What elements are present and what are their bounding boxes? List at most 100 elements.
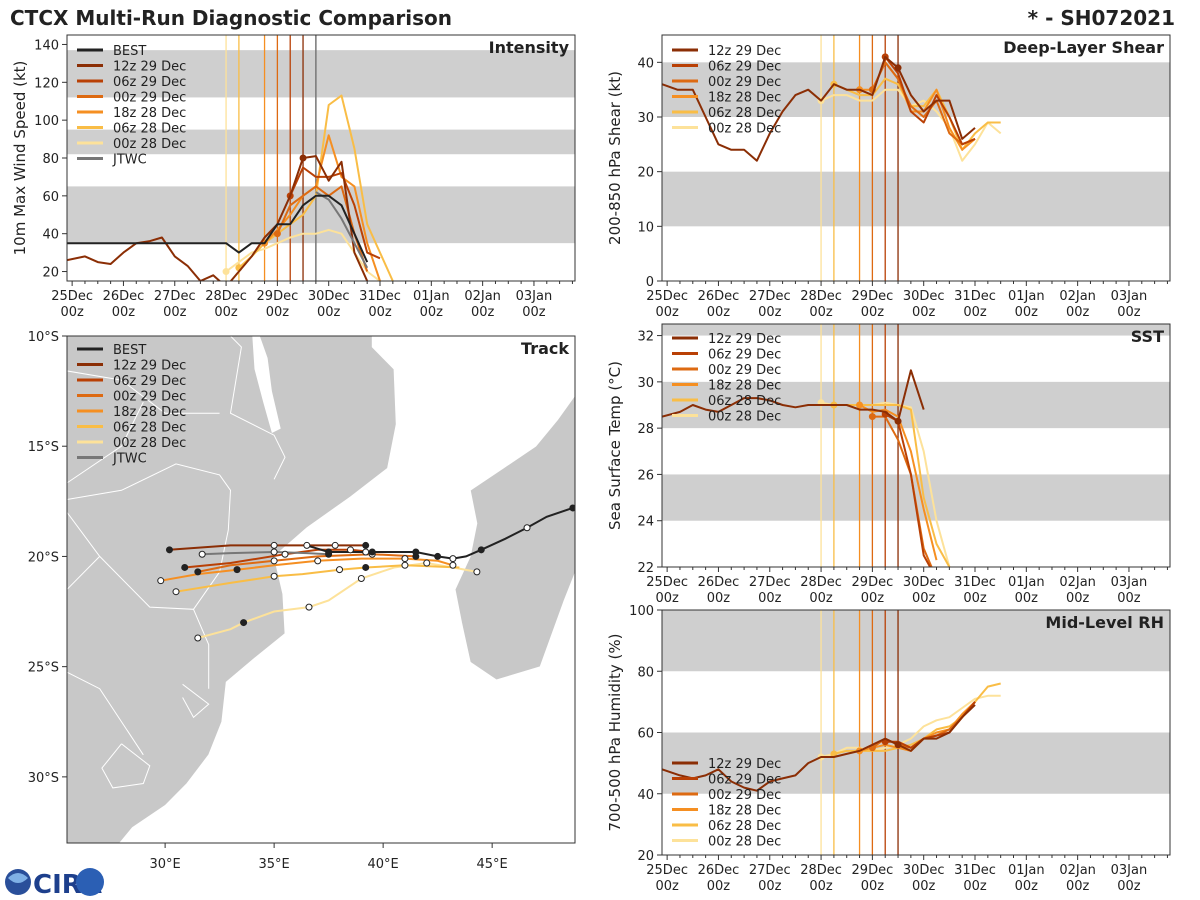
x-tick-label: 03Jan — [516, 289, 553, 304]
track-line — [197, 561, 478, 639]
x-tick-label: 31Dec — [954, 289, 996, 304]
track-point — [240, 619, 248, 627]
track-point — [270, 557, 278, 565]
track-point — [270, 541, 278, 549]
x-tick-label: 00z — [112, 305, 136, 320]
x-tick-label: 45°E — [477, 857, 508, 872]
x-tick-label: 00z — [368, 305, 392, 320]
country-border — [101, 743, 151, 789]
track-point — [401, 555, 409, 563]
landmass-africa — [67, 336, 397, 843]
legend-label: 12z 29 Dec — [113, 60, 186, 75]
x-tick-label: 27Dec — [154, 289, 196, 304]
shade-band — [662, 474, 1170, 521]
series-line — [662, 369, 925, 423]
x-tick-label: 00z — [809, 305, 833, 320]
track-point — [325, 548, 333, 556]
x-tick-label: 03Jan — [1111, 863, 1148, 878]
track-point — [270, 548, 278, 556]
legend-label: 12z 29 Dec — [708, 332, 781, 347]
legend-label: BEST — [113, 343, 146, 358]
x-tick-label: 02Jan — [1059, 289, 1096, 304]
x-tick-label: 00z — [963, 591, 987, 606]
plot-area — [67, 35, 575, 281]
series-line — [289, 166, 381, 260]
x-tick-label: 28Dec — [800, 863, 842, 878]
init-marker — [273, 230, 281, 238]
x-tick-label: 00z — [861, 591, 885, 606]
track-point — [477, 546, 485, 554]
chart-title: SST — [1131, 327, 1164, 346]
x-tick-label: 00z — [60, 305, 84, 320]
x-tick-label: 30Dec — [903, 289, 945, 304]
series-line — [276, 185, 369, 272]
figure-title: CTCX Multi-Run Diagnostic Comparison — [10, 6, 452, 30]
map-area — [67, 336, 575, 843]
x-tick-label: 00z — [707, 305, 731, 320]
country-border — [67, 463, 232, 610]
legend-label: 06z 28 Dec — [708, 106, 781, 121]
legend-label: 18z 28 Dec — [708, 804, 781, 819]
y-axis-label: 200-850 hPa Shear (kt) — [606, 71, 624, 245]
x-tick-label: 01Jan — [1008, 575, 1045, 590]
logo-badge-icon — [76, 868, 104, 896]
legend-label: 06z 29 Dec — [708, 348, 781, 363]
y-tick-label: 60 — [42, 190, 59, 205]
country-border — [229, 336, 286, 480]
x-tick-label: 00z — [266, 305, 290, 320]
storm-id: * - SH072021 — [1028, 6, 1175, 30]
track-line — [169, 544, 366, 551]
init-marker — [856, 401, 864, 409]
legend-label: 06z 28 Dec — [708, 819, 781, 834]
legend-label: 06z 29 Dec — [708, 773, 781, 788]
plot-area — [662, 610, 1170, 855]
track-point — [157, 577, 165, 585]
track-line — [175, 564, 460, 593]
legend-label: 00z 29 Dec — [708, 363, 781, 378]
track-point — [346, 546, 354, 554]
plot-frame — [661, 323, 1171, 568]
chart-sst: 22242628303225Dec00z26Dec00z27Dec00z28De… — [606, 323, 1171, 606]
x-tick-label: 28Dec — [800, 289, 842, 304]
init-marker — [222, 268, 230, 276]
x-tick-label: 00z — [707, 879, 731, 894]
x-tick-label: 27Dec — [749, 289, 791, 304]
x-tick-label: 00z — [1015, 591, 1039, 606]
y-tick-label: 140 — [34, 38, 59, 53]
y-axis-label: 700-500 hPa Humidity (%) — [606, 633, 624, 831]
track-point — [401, 561, 409, 569]
legend-label: 18z 28 Dec — [113, 106, 186, 121]
x-tick-label: 29Dec — [852, 289, 894, 304]
y-tick-label: 80 — [637, 665, 654, 680]
legend-label: 12z 29 Dec — [708, 757, 781, 772]
x-tick-label: 00z — [1117, 305, 1141, 320]
x-tick-label: 02Jan — [464, 289, 501, 304]
legend-label: 06z 29 Dec — [113, 374, 186, 389]
x-tick-label: 00z — [1117, 591, 1141, 606]
x-tick-label: 01Jan — [413, 289, 450, 304]
shade-band — [67, 129, 575, 155]
x-tick-label: 00z — [420, 305, 444, 320]
x-tick-label: 00z — [317, 305, 341, 320]
series-line — [871, 61, 976, 146]
legend-label: 00z 28 Dec — [708, 410, 781, 425]
landmass-madagascar — [454, 394, 575, 681]
x-tick-label: 00z — [912, 591, 936, 606]
chart-title: Deep-Layer Shear — [1003, 38, 1164, 57]
shade-band — [67, 50, 575, 98]
y-tick-label: 26 — [637, 468, 654, 483]
x-tick-label: 30Dec — [903, 863, 945, 878]
y-tick-label: 25°S — [28, 661, 59, 676]
legend-label: 00z 29 Dec — [113, 91, 186, 106]
legend-label: 00z 28 Dec — [708, 835, 781, 850]
chart-intensity: 2040608010012014025Dec00z26Dec00z27Dec00… — [11, 34, 576, 320]
series-line — [662, 704, 976, 792]
legend-label: 00z 29 Dec — [708, 75, 781, 90]
init-marker — [299, 154, 307, 162]
legend-label: 06z 28 Dec — [113, 421, 186, 436]
lake-malawi — [252, 336, 281, 433]
x-tick-label: 01Jan — [1008, 289, 1045, 304]
y-tick-label: 20 — [637, 849, 654, 864]
